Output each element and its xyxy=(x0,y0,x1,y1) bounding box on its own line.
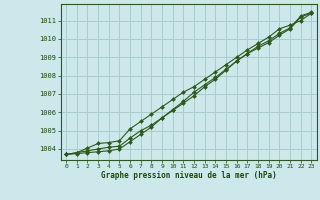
X-axis label: Graphe pression niveau de la mer (hPa): Graphe pression niveau de la mer (hPa) xyxy=(101,171,277,180)
